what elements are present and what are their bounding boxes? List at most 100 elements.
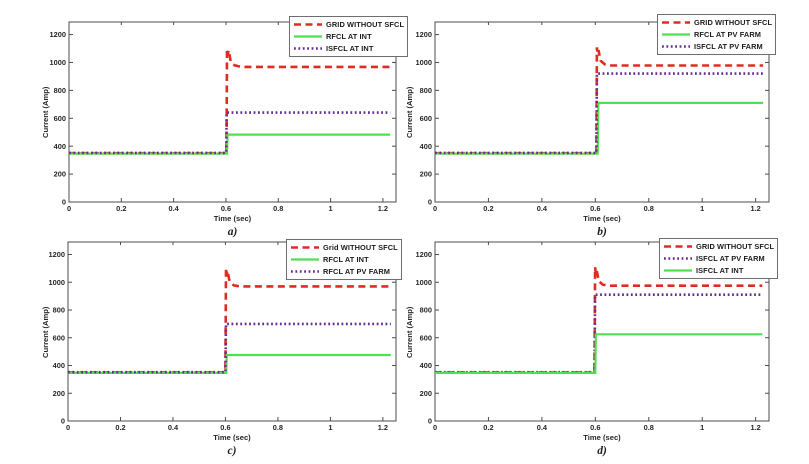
caption-b: b) <box>597 226 607 238</box>
svg-text:0: 0 <box>433 204 437 213</box>
caption-c: c) <box>227 445 237 457</box>
subplot-d: 0 0.2 0.4 0.6 0.8 1 1.2 0 200 400 600 800 1000 1200 C… <box>404 232 808 464</box>
svg-text:1200: 1200 <box>416 250 432 259</box>
svg-text:400: 400 <box>54 142 66 151</box>
svg-text:0.6: 0.6 <box>220 423 230 432</box>
svg-text:200: 200 <box>420 170 432 179</box>
legend-item: ISFCL AT INT <box>293 42 404 54</box>
svg-text:0.2: 0.2 <box>483 204 493 213</box>
legend-label: Grid WITHOUT SFCL <box>323 242 398 252</box>
legend-line-swatch-red-dashed <box>662 20 690 24</box>
y-axis-label-c: Current (Amp) <box>41 305 50 358</box>
legend-item: Grid WITHOUT SFCL <box>290 241 398 253</box>
legend-item: RFCL AT INT <box>293 30 404 42</box>
svg-text:1200: 1200 <box>49 250 65 259</box>
legend-label: GRID WITHOUT SFCL <box>326 19 405 29</box>
svg-text:1200: 1200 <box>50 30 66 39</box>
svg-text:0.8: 0.8 <box>273 204 283 213</box>
svg-text:0.4: 0.4 <box>168 204 179 213</box>
svg-text:0.4: 0.4 <box>537 204 548 213</box>
svg-text:1.2: 1.2 <box>750 204 760 213</box>
svg-text:0.8: 0.8 <box>644 204 654 213</box>
legend-line-swatch-green-solid <box>662 32 690 36</box>
legend-item: RFCL AT INT <box>290 253 398 265</box>
subplot-c: 0 0.2 0.4 0.6 0.8 1 1.2 0 200 400 600 800 1000 1200 C… <box>0 232 404 464</box>
svg-text:0: 0 <box>67 204 71 213</box>
legend-item: GRID WITHOUT SFCL <box>293 18 404 30</box>
legend-a: GRID WITHOUT SFCL RFCL AT INT ISFCL AT I… <box>289 16 409 57</box>
svg-text:0.4: 0.4 <box>537 423 548 432</box>
legend-line-swatch-purple-dotted <box>664 256 692 260</box>
svg-text:0.2: 0.2 <box>483 423 493 432</box>
svg-text:600: 600 <box>420 333 432 342</box>
svg-text:200: 200 <box>54 170 66 179</box>
legend-item: ISFCL AT PV FARM <box>661 40 772 52</box>
legend-line-swatch-green-solid <box>291 257 319 261</box>
legend-label: GRID WITHOUT SFCL <box>694 17 773 27</box>
svg-text:0.6: 0.6 <box>221 204 231 213</box>
svg-text:0.6: 0.6 <box>590 204 600 213</box>
svg-text:1: 1 <box>329 204 333 213</box>
legend-d: GRID WITHOUT SFCL ISFCL AT PV FARM ISFCL… <box>659 238 779 279</box>
svg-text:0.8: 0.8 <box>644 423 654 432</box>
legend-item: ISFCL AT INT <box>663 264 774 276</box>
legend-item: GRID WITHOUT SFCL <box>661 16 772 28</box>
svg-text:1000: 1000 <box>49 278 65 287</box>
svg-text:0.4: 0.4 <box>168 423 179 432</box>
svg-text:0: 0 <box>433 423 437 432</box>
legend-label: ISFCL AT PV FARM <box>696 253 765 263</box>
legend-line-swatch-green-solid <box>664 268 692 272</box>
svg-text:800: 800 <box>420 86 432 95</box>
legend-item: RFCL AT PV FARM <box>661 28 772 40</box>
legend-label: RFCL AT PV FARM <box>323 266 391 276</box>
svg-text:1000: 1000 <box>50 58 66 67</box>
caption-a: a) <box>227 226 238 238</box>
legend-label: ISFCL AT PV FARM <box>694 41 763 51</box>
caption-d: d) <box>597 445 607 457</box>
svg-text:0.6: 0.6 <box>590 423 600 432</box>
svg-text:1.2: 1.2 <box>750 423 760 432</box>
legend-c: Grid WITHOUT SFCL RFCL AT INT RFCL AT PV… <box>286 239 402 280</box>
svg-text:1200: 1200 <box>416 30 432 39</box>
legend-item: ISFCL AT PV FARM <box>663 252 774 264</box>
svg-text:400: 400 <box>420 361 432 370</box>
y-axis-label-b: Current (Amp) <box>405 86 414 138</box>
legend-label: RFCL AT INT <box>326 31 372 41</box>
svg-text:0: 0 <box>428 417 432 426</box>
y-axis-label-a: Current (Amp) <box>41 86 50 138</box>
legend-line-swatch-green-solid <box>294 34 322 38</box>
svg-text:800: 800 <box>53 306 65 315</box>
svg-text:600: 600 <box>53 333 65 342</box>
legend-label: ISFCL AT INT <box>696 265 744 275</box>
legend-item: RFCL AT PV FARM <box>290 265 398 277</box>
svg-text:0.8: 0.8 <box>273 423 283 432</box>
subplot-a: 0 0.2 0.4 0.6 0.8 1 1.2 0 200 400 600 800 1000 1200 C… <box>0 0 409 238</box>
legend-label: RFCL AT INT <box>323 254 369 264</box>
svg-text:1000: 1000 <box>416 58 432 67</box>
legend-item: GRID WITHOUT SFCL <box>663 240 774 252</box>
x-axis-label-c: Time (sec) <box>213 433 251 442</box>
plot-area-d: 0 0.2 0.4 0.6 0.8 1 1.2 0 200 400 600 800 1000 1200 <box>416 241 770 432</box>
svg-text:1: 1 <box>700 204 704 213</box>
svg-text:1000: 1000 <box>416 278 432 287</box>
legend-line-swatch-purple-dotted <box>291 269 319 273</box>
y-axis-label-d: Current (Amp) <box>405 305 414 358</box>
svg-text:1.2: 1.2 <box>378 204 388 213</box>
svg-text:0.2: 0.2 <box>116 204 126 213</box>
legend-label: GRID WITHOUT SFCL <box>696 241 775 251</box>
svg-text:400: 400 <box>53 361 65 370</box>
svg-text:600: 600 <box>420 114 432 123</box>
subplot-b: 0 0.2 0.4 0.6 0.8 1 1.2 0 200 400 600 800 1000 1200 C… <box>404 0 808 238</box>
svg-text:200: 200 <box>420 389 432 398</box>
svg-text:200: 200 <box>53 389 65 398</box>
legend-label: RFCL AT PV FARM <box>694 29 762 39</box>
svg-text:0.2: 0.2 <box>115 423 125 432</box>
svg-text:600: 600 <box>54 114 66 123</box>
svg-text:800: 800 <box>420 306 432 315</box>
x-axis-label-a: Time (sec) <box>213 214 252 223</box>
x-axis-label-b: Time (sec) <box>583 214 621 223</box>
svg-text:1: 1 <box>328 423 332 432</box>
legend-b: GRID WITHOUT SFCL RFCL AT PV FARM ISFCL … <box>657 14 777 55</box>
svg-text:800: 800 <box>54 86 66 95</box>
